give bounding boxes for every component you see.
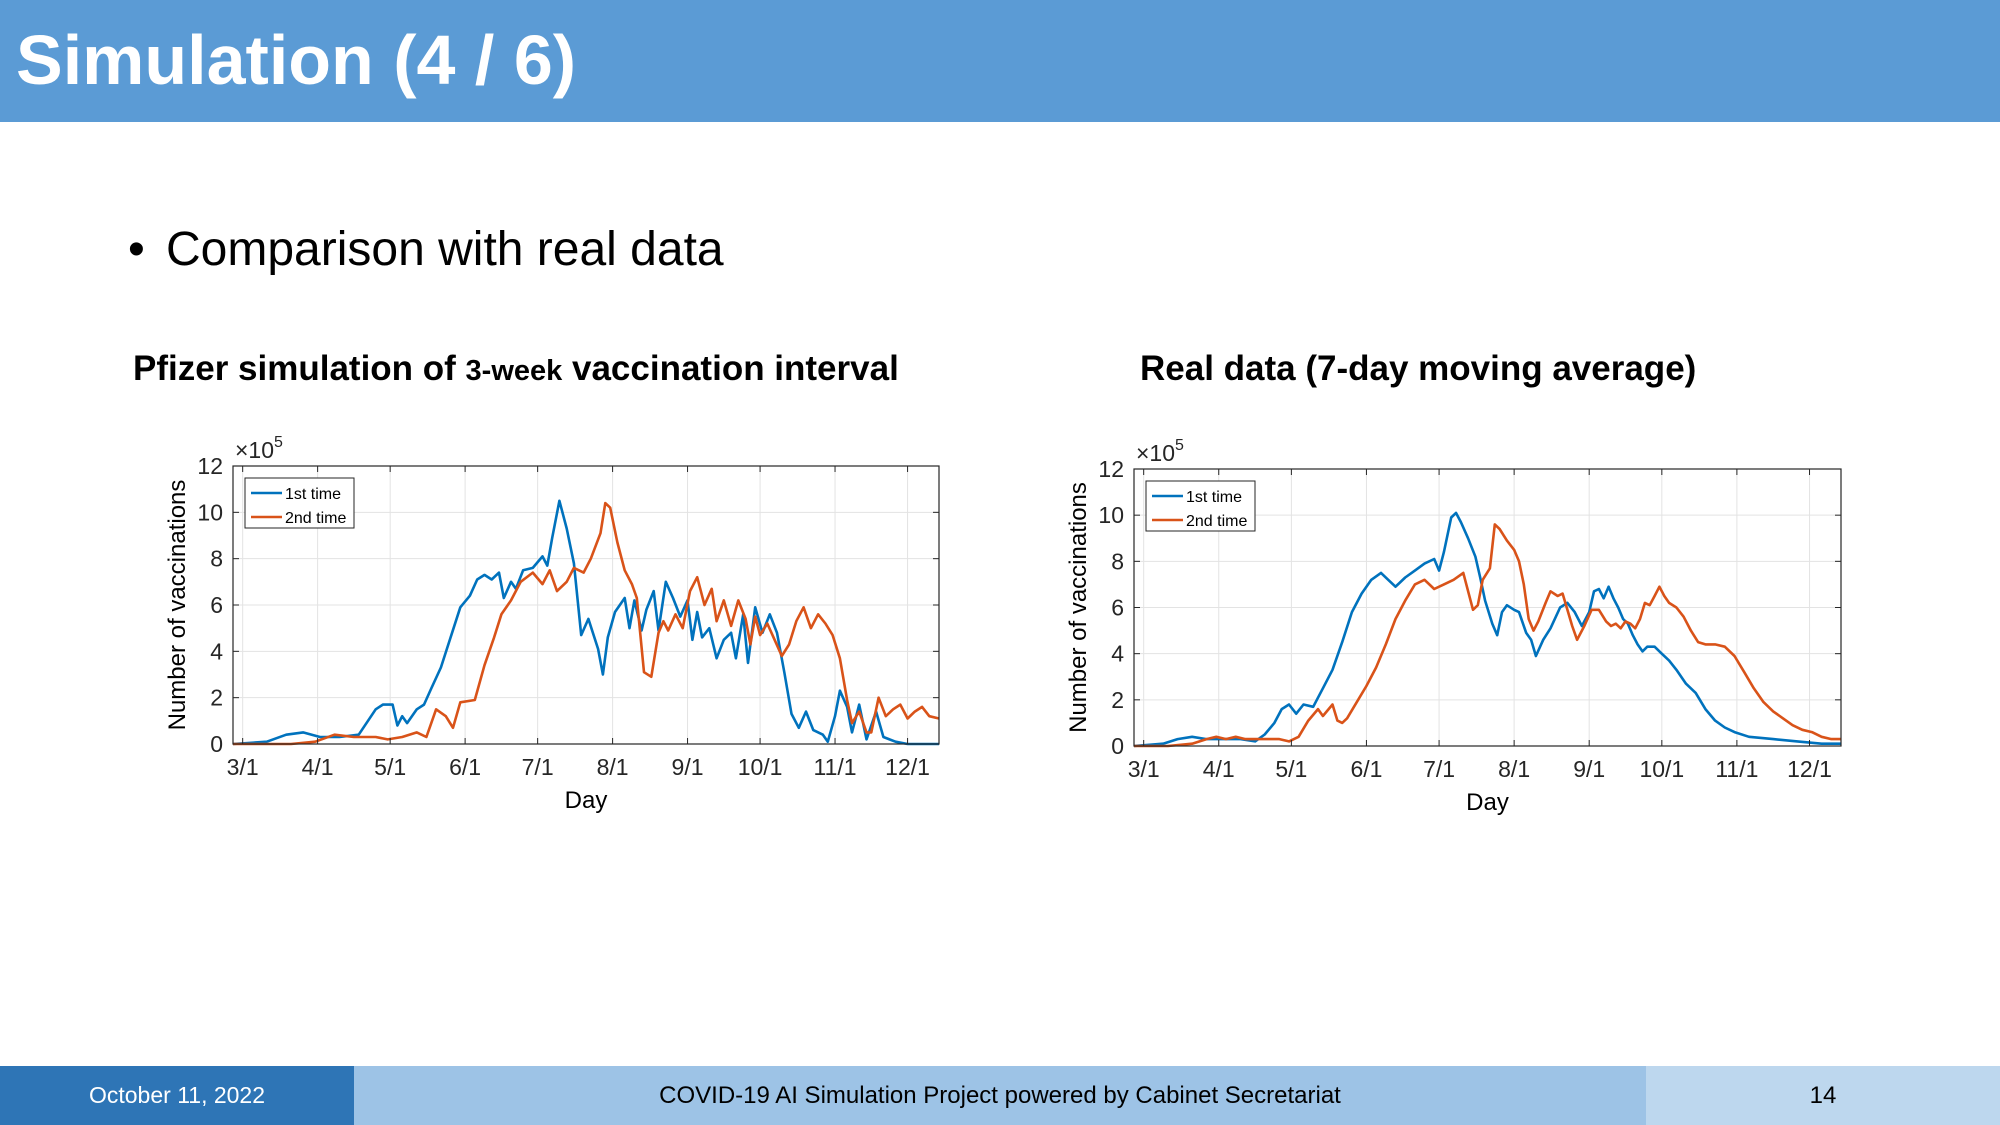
bullet-item: • Comparison with real data [128, 222, 724, 278]
y-tick-label: 10 [197, 499, 223, 525]
x-axis-label: Day [565, 787, 608, 814]
chart-title-part: Pfizer simulation of [133, 349, 466, 388]
series-line-1 [232, 499, 939, 746]
x-tick-label: 9/1 [672, 754, 704, 780]
page-number: 14 [1646, 1066, 2000, 1125]
y-exponent-label: ×105 [235, 434, 283, 463]
footer: October 11, 2022 COVID-19 AI Simulation … [0, 1066, 2000, 1125]
y-tick-label: 0 [210, 731, 223, 757]
x-tick-label: 11/1 [814, 754, 857, 780]
x-tick-label: 10/1 [738, 754, 783, 780]
x-tick-label: 7/1 [522, 754, 554, 780]
series-line-2 [233, 501, 940, 746]
chart-title-real-data: Real data (7-day moving average) [1140, 349, 1697, 388]
bullet-text: Comparison with real data [166, 223, 724, 276]
title-bar: Simulation (4 / 6) [0, 0, 2000, 122]
x-tick-label: 6/1 [449, 754, 481, 780]
x-tick-label: 5/1 [374, 754, 406, 780]
x-tick-label: 3/1 [227, 754, 259, 780]
legend-label-2: 2nd time [285, 510, 346, 527]
y-tick-label: 6 [210, 592, 223, 618]
slide-title: Simulation (4 / 6) [16, 21, 577, 99]
legend-label-1: 1st time [285, 486, 341, 503]
chart-title-part: 3-week [465, 355, 563, 387]
x-tick-label: 8/1 [597, 754, 629, 780]
bullet-dot: • [128, 223, 145, 276]
chart-title-simulation: Pfizer simulation of 3-week vaccination … [133, 346, 899, 394]
x-tick-label: 12/1 [885, 754, 930, 780]
footer-project: COVID-19 AI Simulation Project powered b… [354, 1066, 1646, 1125]
y-axis-label: Number of vaccinations [164, 480, 191, 731]
legend-box [244, 477, 355, 529]
footer-date: October 11, 2022 [0, 1066, 354, 1125]
y-tick-label: 12 [197, 453, 223, 479]
x-tick-label: 4/1 [302, 754, 334, 780]
y-tick-label: 4 [210, 638, 223, 664]
chart-title-part: vaccination interval [562, 349, 899, 388]
y-tick-label: 2 [210, 685, 223, 711]
y-tick-label: 8 [210, 546, 223, 572]
